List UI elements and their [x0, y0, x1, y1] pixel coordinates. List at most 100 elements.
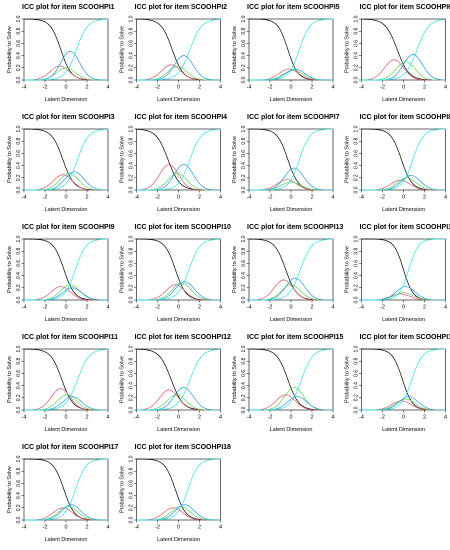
icc-curve	[136, 348, 221, 411]
y-tick-label: 0.2	[129, 504, 135, 511]
icc-curve	[24, 238, 109, 301]
icc-curve	[24, 50, 108, 81]
icc-curve	[136, 55, 221, 81]
y-axis-label: Probability to Solve	[7, 246, 13, 293]
y-tick-label: 0.8	[241, 358, 247, 365]
y-tick-label: 0.8	[16, 358, 22, 365]
y-tick-label: 0.2	[354, 394, 360, 401]
y-tick-label: 0.6	[129, 260, 135, 267]
icc-curve	[136, 238, 221, 301]
y-tick-label: 0.0	[129, 76, 135, 83]
y-tick-label: 0.8	[16, 248, 22, 255]
x-tick-label: 0	[64, 195, 67, 201]
icc-curve	[24, 507, 108, 521]
x-axis-label: Latent Dimension	[157, 537, 200, 543]
x-tick-label: -2	[43, 195, 48, 201]
y-axis-label: Probability to Solve	[7, 466, 13, 513]
plot-frame	[136, 348, 221, 411]
icc-curve	[24, 287, 108, 301]
x-tick-label: 0	[64, 525, 67, 531]
x-tick-label: -2	[43, 305, 48, 311]
y-tick-label: 0.6	[241, 40, 247, 47]
x-tick-label: -2	[155, 525, 160, 531]
x-tick-label: 2	[85, 415, 88, 421]
x-tick-label: 0	[289, 85, 292, 91]
y-tick-label: 0.8	[241, 138, 247, 145]
icc-curve	[24, 396, 109, 411]
icc-curve	[249, 238, 334, 301]
panel-title: ICC plot for item SCOOHPI7	[247, 114, 340, 121]
panel-title: ICC plot for item SCOOHPI6	[360, 4, 450, 11]
panel-title: ICC plot for item SCOOHPI10	[135, 224, 232, 231]
y-tick-label: 0.4	[16, 382, 22, 389]
plot-frame	[23, 348, 109, 411]
x-tick-label: -4	[359, 305, 364, 311]
icc-curve	[23, 18, 108, 81]
y-tick-label: 0.4	[129, 162, 135, 169]
icc-curve	[136, 348, 221, 411]
x-tick-label: -4	[359, 85, 364, 91]
x-tick-label: -4	[22, 195, 27, 201]
y-tick-label: 0.4	[354, 382, 360, 389]
y-axis-label: Probability to Solve	[120, 26, 126, 73]
y-tick-label: 0.4	[16, 492, 22, 499]
y-tick-label: 0.0	[16, 76, 22, 83]
icc-curve	[136, 18, 221, 81]
panel-title: ICC plot for item SCOOHPI3	[22, 114, 115, 121]
y-tick-label: 0.4	[354, 52, 360, 59]
x-tick-label: -2	[380, 415, 385, 421]
y-axis-label: Probability to Solve	[120, 246, 126, 293]
icc-curve	[361, 286, 446, 301]
y-tick-label: 0.2	[129, 64, 135, 71]
x-tick-label: 2	[198, 85, 201, 91]
y-tick-label: 0.0	[354, 296, 360, 303]
x-tick-label: -4	[134, 415, 139, 421]
icc-curve	[136, 281, 221, 301]
x-tick-label: 4	[106, 525, 109, 531]
y-axis-label: Probability to Solve	[232, 136, 238, 183]
y-tick-label: 0.8	[16, 138, 22, 145]
x-tick-label: -2	[380, 305, 385, 311]
y-tick-label: 0.2	[354, 284, 360, 291]
icc-panel: ICC plot for item SCOOHPI12 -4 -2 0 2 4 0.0 0.2…	[120, 334, 232, 433]
y-tick-label: 0.0	[241, 76, 247, 83]
y-axis-label: Probability to Solve	[120, 136, 126, 183]
icc-curve	[249, 387, 334, 411]
x-tick-label: -2	[43, 85, 48, 91]
y-tick-label: 0.4	[16, 162, 22, 169]
x-axis-label: Latent Dimension	[270, 427, 313, 433]
icc-panel: ICC plot for item SCOOHPI17 -4 -2 0 2 4 0.0 0.2…	[7, 444, 119, 543]
y-axis-label: Probability to Solve	[345, 246, 351, 293]
y-tick-label: 0.6	[129, 370, 135, 377]
y-tick-label: 1.0	[241, 235, 247, 242]
icc-panel: ICC plot for item SCOOHPI13 -4 -2 0 2 4 0.0 0.2…	[232, 224, 344, 323]
y-tick-label: 0.0	[16, 406, 22, 413]
x-tick-label: 2	[423, 85, 426, 91]
x-tick-label: 0	[177, 305, 180, 311]
y-tick-label: 1.0	[354, 15, 360, 22]
x-tick-label: 4	[444, 85, 447, 91]
icc-curve	[249, 18, 333, 81]
icc-panel: ICC plot for item SCOOHPI15 -4 -2 0 2 4 0.0 0.2…	[232, 334, 344, 433]
panel-title: ICC plot for item SCOOHPI11	[22, 334, 118, 341]
icc-curve	[136, 238, 221, 301]
panel-title: ICC plot for item SCOOHPI2	[135, 4, 228, 11]
icc-panel: ICC plot for item SCOOHPI6 -4 -2 0 2 4 0.0 0.2 0…	[345, 4, 450, 103]
plot-frame	[23, 128, 109, 191]
x-tick-label: -4	[247, 195, 252, 201]
y-axis-label: Probability to Solve	[345, 26, 351, 73]
y-tick-label: 1.0	[241, 15, 247, 22]
y-tick-label: 0.8	[129, 138, 135, 145]
panel-title: ICC plot for item SCOOHPI15	[247, 334, 344, 341]
y-tick-label: 0.6	[16, 480, 22, 487]
icc-curve	[136, 164, 221, 191]
panel-title: ICC plot for item SCOOHPI14	[360, 224, 450, 231]
icc-panel: ICC plot for item SCOOHPI9 -4 -2 0 2 4 0.0 0.2 0…	[7, 224, 115, 323]
x-axis-label: Latent Dimension	[45, 537, 88, 543]
plot-frame	[136, 18, 221, 81]
x-tick-label: 2	[310, 305, 313, 311]
panel-title: ICC plot for item SCOOHPI18	[135, 444, 232, 451]
y-tick-label: 0.2	[129, 394, 135, 401]
icc-curve	[248, 128, 334, 191]
y-tick-label: 0.2	[16, 504, 22, 511]
